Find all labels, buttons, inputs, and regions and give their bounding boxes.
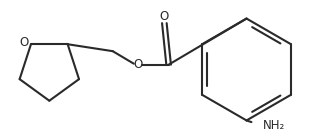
Text: O: O [160, 10, 169, 23]
Text: NH₂: NH₂ [263, 119, 285, 132]
Text: O: O [19, 36, 28, 49]
Text: O: O [133, 58, 143, 71]
